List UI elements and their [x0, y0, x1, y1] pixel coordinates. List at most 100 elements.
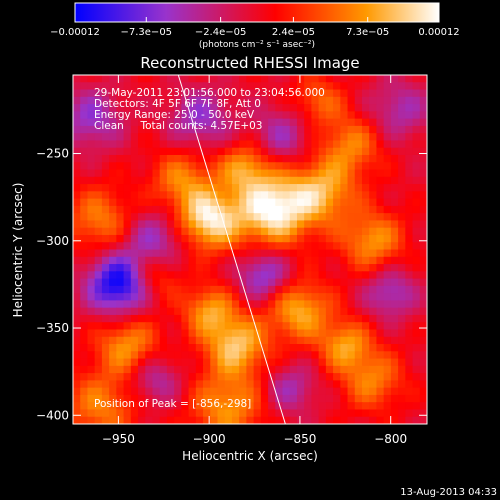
heatmap-cell: [145, 264, 154, 272]
heatmap-cell: [333, 184, 341, 192]
heatmap-cell: [282, 416, 291, 424]
heatmap-cell: [101, 380, 110, 389]
heatmap-cell: [361, 176, 370, 185]
heatmap-cell: [354, 293, 363, 301]
heatmap-cell: [311, 336, 320, 345]
heatmap-cell: [166, 285, 175, 294]
heatmap-cell: [123, 373, 132, 381]
heatmap-cell: [246, 191, 255, 200]
heatmap-cell: [405, 147, 414, 156]
heatmap-cell: [369, 234, 378, 243]
heatmap-cell: [138, 329, 146, 338]
heatmap-cell: [369, 373, 378, 381]
heatmap-cell: [289, 147, 298, 156]
heatmap-cell: [203, 394, 211, 403]
heatmap-cell: [130, 96, 139, 105]
heatmap-cell: [73, 293, 81, 301]
heatmap-cell: [347, 380, 356, 389]
heatmap-cell: [246, 118, 255, 127]
heatmap-cell: [174, 394, 182, 403]
heatmap-cell: [275, 278, 284, 287]
heatmap-cell: [123, 147, 132, 156]
heatmap-cell: [87, 351, 96, 360]
heatmap-cell: [412, 133, 421, 142]
heatmap-cell: [174, 344, 182, 352]
heatmap-cell: [224, 409, 233, 418]
heatmap-cell: [354, 249, 363, 258]
heatmap-cell: [210, 351, 219, 360]
heatmap-cell: [210, 147, 219, 156]
heatmap-cell: [224, 220, 233, 229]
heatmap-cell: [174, 402, 182, 411]
heatmap-cell: [210, 344, 219, 352]
heatmap-cell: [195, 147, 204, 156]
heatmap-cell: [116, 300, 125, 309]
heatmap-cell: [195, 118, 204, 127]
heatmap-cell: [296, 154, 305, 163]
heatmap-cell: [376, 104, 385, 112]
heatmap-cell: [412, 336, 421, 345]
heatmap-cell: [159, 329, 168, 338]
heatmap-cell: [296, 365, 305, 374]
heatmap-cell: [109, 409, 117, 418]
heatmap-cell: [203, 336, 211, 345]
heatmap-cell: [325, 205, 334, 214]
heatmap-cell: [116, 329, 125, 338]
heatmap-cell: [166, 198, 175, 207]
heatmap-cell: [138, 307, 146, 316]
heatmap-cell: [289, 125, 298, 134]
heatmap-cell: [145, 133, 154, 142]
heatmap-cell: [145, 293, 154, 301]
heatmap-cell: [253, 191, 262, 200]
heatmap-cell: [318, 387, 327, 396]
heatmap-cell: [296, 351, 305, 360]
heatmap-cell: [390, 249, 399, 258]
heatmap-cell: [138, 89, 146, 98]
heatmap-cell: [340, 140, 349, 149]
heatmap-cell: [419, 322, 427, 331]
heatmap-cell: [73, 416, 81, 424]
heatmap-cell: [412, 307, 421, 316]
heatmap-cell: [419, 373, 427, 381]
heatmap-cell: [296, 314, 305, 323]
heatmap-cell: [369, 184, 378, 192]
heatmap-cell: [376, 162, 385, 171]
heatmap-cell: [260, 147, 269, 156]
heatmap-cell: [159, 213, 168, 222]
heatmap-cell: [203, 387, 211, 396]
heatmap-cell: [174, 191, 182, 200]
heatmap-cell: [231, 322, 240, 331]
heatmap-cell: [246, 271, 255, 280]
heatmap-cell: [166, 147, 175, 156]
heatmap-cell: [361, 96, 370, 105]
heatmap-cell: [347, 394, 356, 403]
heatmap-cell: [318, 154, 327, 163]
heatmap-cell: [296, 373, 305, 381]
heatmap-cell: [73, 96, 81, 105]
heatmap-cell: [268, 184, 276, 192]
heatmap-cell: [325, 249, 334, 258]
heatmap-cell: [166, 169, 175, 178]
heatmap-cell: [268, 307, 276, 316]
heatmap-cell: [130, 213, 139, 222]
heatmap-cell: [383, 82, 392, 91]
heatmap-cell: [80, 307, 89, 316]
heatmap-cell: [246, 234, 255, 243]
heatmap-cell: [311, 344, 320, 352]
heatmap-cell: [73, 300, 81, 309]
heatmap-cell: [210, 205, 219, 214]
heatmap-cell: [210, 249, 219, 258]
heatmap-cell: [195, 271, 204, 280]
heatmap-cell: [116, 96, 125, 105]
heatmap-cell: [130, 227, 139, 236]
heatmap-cell: [138, 96, 146, 105]
heatmap-cell: [383, 409, 392, 418]
heatmap-cell: [210, 154, 219, 163]
heatmap-cell: [116, 271, 125, 280]
heatmap-cell: [268, 373, 276, 381]
heatmap-cell: [282, 365, 291, 374]
heatmap-cell: [239, 82, 247, 91]
heatmap-cell: [296, 82, 305, 91]
heatmap-cell: [296, 220, 305, 229]
heatmap-cell: [304, 300, 312, 309]
